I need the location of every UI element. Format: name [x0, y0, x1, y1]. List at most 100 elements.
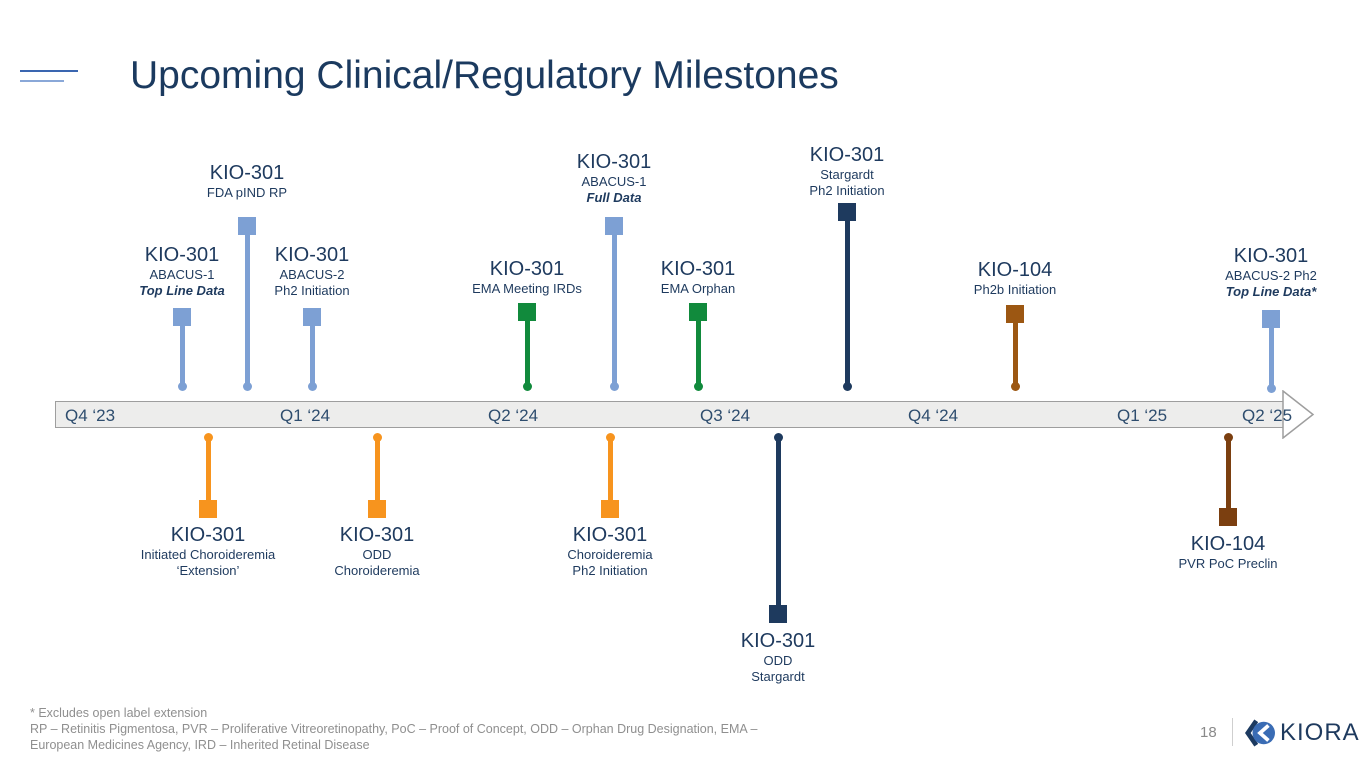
quarter-label: Q4 ‘24 [908, 406, 959, 425]
milestone-dot [203, 432, 213, 442]
milestone-detail: Full Data [586, 189, 642, 205]
milestone-detail: Choroideremia [567, 547, 653, 562]
milestone-program: KIO-301 [489, 258, 565, 280]
milestone-dot [773, 432, 783, 442]
milestone-detail: EMA Orphan [660, 281, 736, 296]
kiora-logo-text: KIORA [1280, 719, 1360, 746]
footer-divider [1232, 718, 1233, 746]
header-dash-line-2 [20, 80, 64, 82]
milestone-marker [1219, 508, 1237, 526]
milestone-program: KIO-104 [1190, 533, 1266, 555]
milestone-label: KIO-301 FDA pIND RP [207, 162, 287, 201]
milestone-label: KIO-301 Choroideremia Ph2 Initiation [567, 524, 652, 578]
milestone-program: KIO-301 [576, 151, 652, 173]
milestone-dot [307, 381, 317, 391]
milestone-dot [1010, 381, 1020, 391]
milestone-detail: Ph2 Initiation [809, 182, 885, 198]
milestone-marker [689, 303, 707, 321]
milestone-stem [844, 221, 850, 386]
milestone-detail: Ph2 Initiation [274, 282, 350, 298]
milestone-detail: Top Line Data [139, 282, 225, 298]
milestone-detail: Stargardt [820, 167, 874, 182]
milestone-marker [518, 303, 536, 321]
milestone-stem [1225, 437, 1231, 508]
header-dash-line-1 [20, 70, 78, 72]
milestone-detail: ‘Extension’ [176, 562, 240, 578]
milestone-label: KIO-301 ABACUS-2 Ph2 Top Line Data* [1225, 245, 1317, 299]
footnote-abbreviations-1: RP – Retinitis Pigmentosa, PVR – Prolife… [30, 722, 758, 736]
milestone-stem [1268, 328, 1274, 388]
milestone-stem [205, 437, 211, 500]
milestone-stem [611, 235, 617, 386]
quarter-label: Q3 ‘24 [700, 406, 751, 425]
milestone-marker [368, 500, 386, 518]
milestone-detail: ODD [763, 653, 793, 668]
milestone-stem [179, 326, 185, 386]
milestone-program: KIO-301 [144, 244, 220, 266]
milestone-dot [1223, 432, 1233, 442]
milestone-detail: Choroideremia [334, 562, 420, 578]
milestone-stem [374, 437, 380, 500]
quarter-label: Q2 ‘24 [488, 406, 539, 425]
milestone-label: KIO-301 EMA Meeting IRDs [472, 258, 582, 297]
milestone-stem [524, 321, 530, 386]
quarter-label: Q2 ‘25 [1242, 406, 1293, 425]
milestone-detail: ABACUS-2 Ph2 [1225, 268, 1317, 283]
milestone-detail: ABACUS-1 [149, 267, 215, 282]
milestone-marker [199, 500, 217, 518]
milestone-dot [522, 381, 532, 391]
milestone-program: KIO-301 [660, 258, 736, 280]
milestone-program: KIO-301 [1233, 245, 1309, 267]
milestone-label: KIO-301 EMA Orphan [661, 258, 735, 297]
milestone-marker [173, 308, 191, 326]
milestone-label: KIO-301 ODD Stargardt [741, 630, 815, 684]
quarter-label: Q1 ‘25 [1117, 406, 1168, 425]
milestone-dot [177, 381, 187, 391]
milestone-stem [1012, 323, 1018, 386]
milestone-label: KIO-104 Ph2b Initiation [974, 259, 1056, 298]
milestone-stem [775, 437, 781, 605]
page-number: 18 [1200, 724, 1217, 741]
milestone-marker [601, 500, 619, 518]
milestone-detail: Initiated Choroideremia [140, 547, 276, 562]
milestone-dot [842, 381, 852, 391]
milestone-marker [238, 217, 256, 235]
milestone-detail: ABACUS-2 [279, 267, 345, 282]
milestone-stem [695, 321, 701, 386]
milestone-dot [693, 381, 703, 391]
kiora-logo-icon [1245, 719, 1275, 747]
timeline-arrow-icon [1282, 390, 1315, 439]
milestone-dot [605, 432, 615, 442]
milestone-marker [605, 217, 623, 235]
milestone-program: KIO-301 [209, 162, 285, 184]
milestone-label: KIO-301 Initiated Choroideremia ‘Extension… [141, 524, 275, 578]
milestone-dot [372, 432, 382, 442]
milestone-stem [244, 235, 250, 386]
milestone-program: KIO-301 [274, 244, 350, 266]
milestone-dot [609, 381, 619, 391]
milestone-program: KIO-301 [740, 630, 816, 652]
milestone-label: KIO-301 ABACUS-2 Ph2 Initiation [274, 244, 349, 298]
quarter-label: Q4 ‘23 [65, 406, 116, 425]
milestone-detail: FDA pIND RP [206, 185, 288, 200]
milestone-detail: Ph2b Initiation [973, 282, 1057, 297]
milestone-program: KIO-301 [339, 524, 415, 546]
milestone-program: KIO-104 [977, 259, 1053, 281]
milestone-marker [838, 203, 856, 221]
milestone-detail: Stargardt [751, 668, 805, 684]
timeline-bar [55, 401, 1284, 428]
milestone-dot [242, 381, 252, 391]
header-dash-icon [20, 70, 82, 86]
milestone-marker [1262, 310, 1280, 328]
footnote-abbreviations-2: European Medicines Agency, IRD – Inherit… [30, 738, 370, 752]
milestone-label: KIO-301 ABACUS-1 Top Line Data [139, 244, 224, 298]
page-title: Upcoming Clinical/Regulatory Milestones [130, 54, 839, 97]
milestone-detail: EMA Meeting IRDs [472, 281, 582, 296]
footnotes: * Excludes open label extension RP – Ret… [30, 705, 757, 753]
milestone-detail: ODD [362, 547, 392, 562]
milestone-program: KIO-301 [572, 524, 648, 546]
footnote-excludes: * Excludes open label extension [30, 706, 208, 720]
milestone-detail: Top Line Data* [1225, 283, 1317, 299]
milestone-marker [1006, 305, 1024, 323]
